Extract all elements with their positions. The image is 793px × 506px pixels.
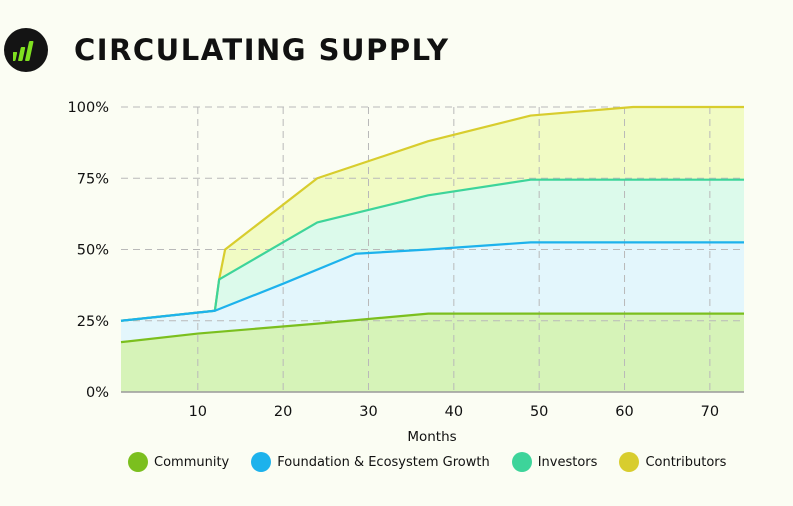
series-lines [120, 105, 744, 344]
legend-swatch [251, 452, 272, 472]
y-axis-ticks: 0% 25% 50% 75% 100% [68, 100, 109, 401]
series-line [120, 241, 744, 322]
area-band-2 [121, 242, 744, 343]
legend-item: Investors [511, 452, 598, 472]
y-tick-label: 75% [77, 171, 109, 187]
x-tick-label: 20 [274, 404, 292, 420]
area-band-4 [121, 107, 744, 321]
x-axis-label: Months [407, 429, 456, 445]
y-tick-label: 50% [77, 243, 109, 259]
x-tick-label: 70 [701, 404, 719, 420]
x-axis-ticks: 10 20 30 40 50 60 70 [189, 404, 720, 420]
x-tick-label: 30 [359, 404, 377, 420]
y-tick-label: 0% [86, 385, 109, 401]
legend-label: Contributors [645, 454, 727, 470]
legend-item: Community [128, 452, 229, 472]
page-title: CIRCULATING SUPPLY [74, 33, 450, 67]
legend-swatch [619, 452, 640, 472]
x-tick-label: 10 [189, 404, 207, 420]
legend: Community Foundation & Ecosystem Growth In… [128, 452, 748, 472]
y-tick-label: 100% [68, 100, 109, 116]
legend-label: Investors [537, 454, 598, 470]
area-band-1 [121, 313, 744, 392]
legend-label: Foundation & Ecosystem Growth [277, 454, 490, 470]
x-tick-label: 50 [530, 404, 548, 420]
rising-bars-icon [4, 28, 48, 72]
legend-item: Contributors [619, 452, 726, 472]
y-tick-label: 25% [77, 314, 109, 330]
legend-swatch [128, 452, 148, 472]
x-tick-label: 40 [445, 404, 463, 420]
series-line [120, 312, 744, 344]
legend-swatch [511, 452, 532, 472]
header: CIRCULATING SUPPLY [4, 24, 450, 76]
legend-label: Community [154, 454, 230, 470]
legend-item: Foundation & Ecosystem Growth [251, 452, 490, 472]
x-tick-label: 60 [615, 404, 633, 420]
